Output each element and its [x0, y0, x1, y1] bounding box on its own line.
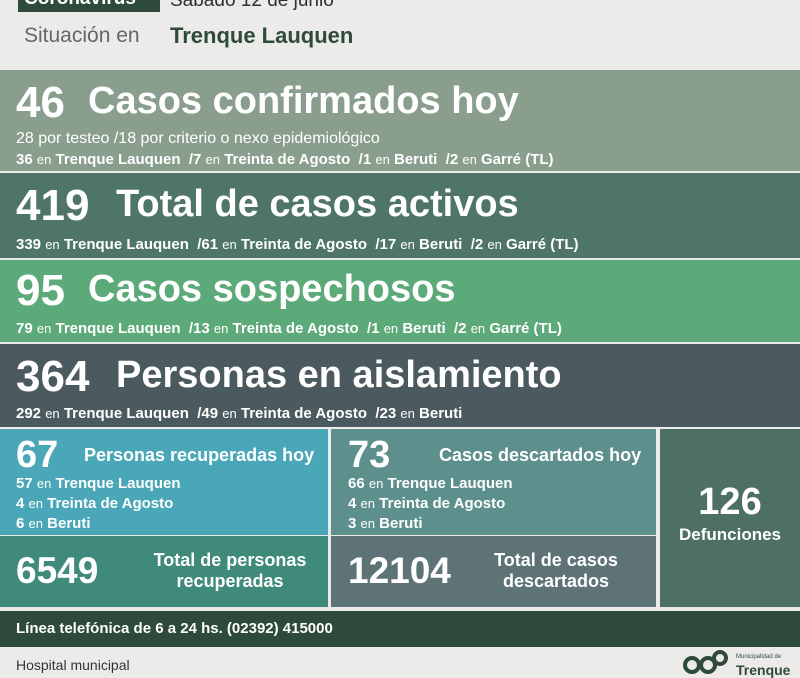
discarded-title: Casos descartados hoy [439, 445, 642, 465]
loc-item: /17 en Beruti [375, 236, 463, 253]
suspected-number: 95 [16, 266, 65, 315]
recovered-number: 67 [16, 434, 59, 476]
recovered-card: 67 Personas recuperadas hoy 57 en Trenqu… [0, 429, 328, 535]
deaths-card: 126 Defunciones [660, 429, 800, 607]
confirmed-line2: 36 en Trenque Lauquen /7 en Treinta de A… [16, 151, 554, 168]
loc-item: /23 en Beruti [375, 405, 463, 422]
recovered-total-number: 6549 [16, 550, 99, 591]
list-item: 3 en Beruti [348, 515, 423, 532]
deaths-number: 126 [698, 481, 762, 523]
loc-item: /2 en Garré (TL) [470, 236, 579, 253]
confirmed-title: Casos confirmados hoy [88, 80, 519, 122]
discarded-total-card: 12104 Total de casos descartados [331, 536, 656, 607]
loc-item: /1 en Beruti [367, 320, 446, 337]
hospital-label: Hospital municipal [16, 657, 130, 673]
phone-text: Línea telefónica de 6 a 24 hs. (02392) 4… [16, 620, 333, 637]
list-item: 6 en Beruti [16, 515, 91, 532]
list-item: 4 en Treinta de Agosto [16, 495, 174, 512]
suspected-title: Casos sospechosos [88, 268, 456, 310]
isolation-line: 292 en Trenque Lauquen /49 en Treinta de… [16, 405, 462, 422]
isolation-band: 364 Personas en aislamiento 292 en Trenq… [0, 344, 800, 427]
loc-item: /2 en Garré (TL) [454, 320, 562, 337]
confirmed-number: 46 [16, 78, 65, 127]
recovered-total-card: 6549 Total de personas recuperadas [0, 536, 328, 607]
list-item: 4 en Treinta de Agosto [348, 495, 506, 512]
loc-item: 79 en Trenque Lauquen [16, 320, 181, 337]
active-line: 339 en Trenque Lauquen /61 en Treinta de… [16, 236, 579, 253]
suspected-band: 95 Casos sospechosos 79 en Trenque Lauqu… [0, 260, 800, 342]
loc-item: /1 en Beruti [358, 151, 438, 168]
loc-item: /61 en Treinta de Agosto [197, 236, 367, 253]
municipality-logo: Municipalidad de Trenque [682, 650, 800, 678]
loc-item: /13 en Treinta de Agosto [188, 320, 359, 337]
active-title: Total de casos activos [116, 183, 519, 225]
discarded-number: 73 [348, 434, 391, 476]
loc-item: /7 en Treinta de Agosto [188, 151, 351, 168]
loc-item: 292 en Trenque Lauquen [16, 405, 189, 422]
logo-small-text: Municipalidad de [736, 654, 782, 660]
discarded-total-number: 12104 [348, 550, 451, 591]
discarded-total-label: Total de casos descartados [494, 550, 618, 591]
active-number: 419 [16, 181, 90, 230]
deaths-label: Defunciones [678, 525, 782, 544]
loc-item: /2 en Garré (TL) [445, 151, 554, 168]
confirmed-line1: 28 por testeo /18 por criterio o nexo ep… [16, 130, 380, 147]
recovered-list: 57 en Trenque Lauquen 4 en Treinta de Ag… [16, 474, 181, 534]
list-item: 66 en Trenque Lauquen [348, 475, 513, 492]
loc-item: 36 en Trenque Lauquen [16, 151, 181, 168]
discarded-list: 66 en Trenque Lauquen 4 en Treinta de Ag… [348, 474, 513, 534]
header-tag: Coronavirus [18, 0, 160, 12]
suspected-line: 79 en Trenque Lauquen /13 en Treinta de … [16, 320, 562, 337]
recovered-total-label: Total de personas recuperadas [153, 550, 307, 591]
logo-big-text: Trenque [736, 662, 791, 678]
situation-label: Situación en [24, 24, 140, 47]
list-item: 57 en Trenque Lauquen [16, 475, 181, 492]
phone-bar: Línea telefónica de 6 a 24 hs. (02392) 4… [0, 611, 800, 647]
isolation-title: Personas en aislamiento [116, 354, 562, 396]
header-date: Sábado 12 de junio [170, 0, 334, 11]
discarded-card: 73 Casos descartados hoy 66 en Trenque L… [331, 429, 656, 535]
city-name: Trenque Lauquen [170, 23, 354, 48]
loc-item: /49 en Treinta de Agosto [197, 405, 367, 422]
logo-icon [683, 650, 728, 674]
isolation-number: 364 [16, 352, 90, 401]
confirmed-band: 46 Casos confirmados hoy 28 por testeo /… [0, 70, 800, 171]
recovered-title: Personas recuperadas hoy [84, 445, 315, 465]
active-band: 419 Total de casos activos 339 en Trenqu… [0, 173, 800, 258]
loc-item: 339 en Trenque Lauquen [16, 236, 189, 253]
